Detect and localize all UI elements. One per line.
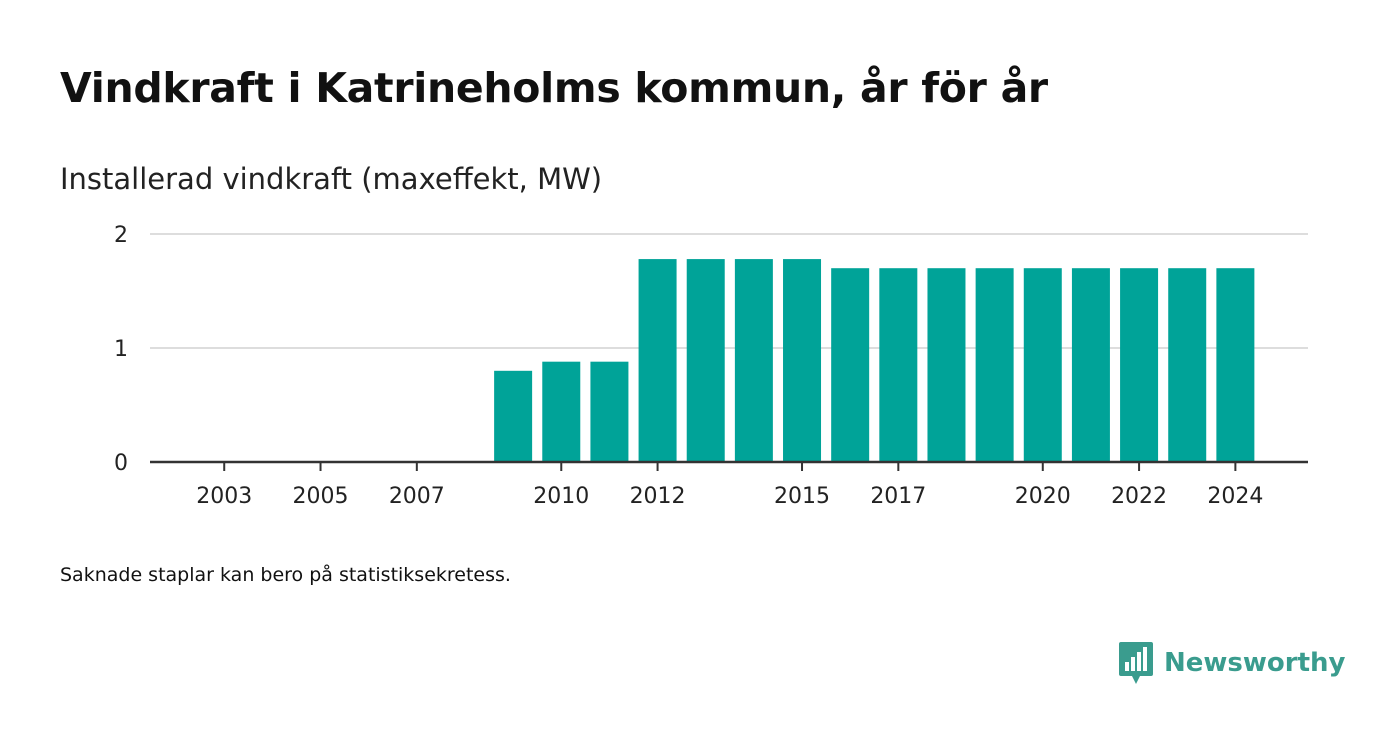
- gridlines: [150, 233, 1308, 349]
- y-tick-label: 0: [114, 451, 128, 476]
- bar-2017: [879, 268, 918, 462]
- x-tick-label: 2012: [630, 484, 686, 509]
- newsworthy-logo-icon: [1119, 642, 1153, 684]
- x-tick-label: 2015: [774, 484, 830, 509]
- y-tick-label: 2: [114, 223, 128, 248]
- bar-2015: [783, 259, 822, 462]
- bars: [494, 259, 1255, 462]
- bar-2014: [734, 259, 773, 462]
- bar-2019: [975, 268, 1014, 462]
- x-tick-label: 2020: [1015, 484, 1071, 509]
- bar-2021: [1071, 268, 1110, 462]
- newsworthy-logo: Newsworthy: [1118, 640, 1345, 686]
- bar-2018: [927, 268, 966, 462]
- bar-2012: [638, 259, 677, 462]
- x-tick-label: 2005: [293, 484, 349, 509]
- x-tick-label: 2024: [1207, 484, 1263, 509]
- bar-2011: [590, 361, 629, 462]
- chart-subtitle: Installerad vindkraft (maxeffekt, MW): [60, 162, 603, 196]
- x-tick-label: 2022: [1111, 484, 1167, 509]
- bar-2022: [1120, 268, 1159, 462]
- footnote: Saknade staplar kan bero på statistiksek…: [60, 564, 511, 586]
- chart-title: Vindkraft i Katrineholms kommun, år för …: [60, 64, 1048, 112]
- x-tick-label: 2010: [533, 484, 589, 509]
- bar-2023: [1168, 268, 1207, 462]
- x-tick-label: 2003: [196, 484, 252, 509]
- y-axis-ticks: 0 1 2: [114, 223, 128, 476]
- bar-2024: [1216, 268, 1255, 462]
- x-tick-label: 2017: [870, 484, 926, 509]
- bar-2009: [494, 370, 533, 462]
- bar-2020: [1023, 268, 1062, 462]
- y-tick-label: 1: [114, 337, 128, 362]
- x-tick-label: 2007: [389, 484, 445, 509]
- bar-2016: [831, 268, 870, 462]
- x-axis-ticks: 2003 2005 2007 2010 2012 2015 2017 2020 2022 2024: [196, 462, 1263, 509]
- bar-2010: [542, 361, 581, 462]
- bar-2013: [686, 259, 725, 462]
- brand-name: Newsworthy: [1164, 648, 1346, 678]
